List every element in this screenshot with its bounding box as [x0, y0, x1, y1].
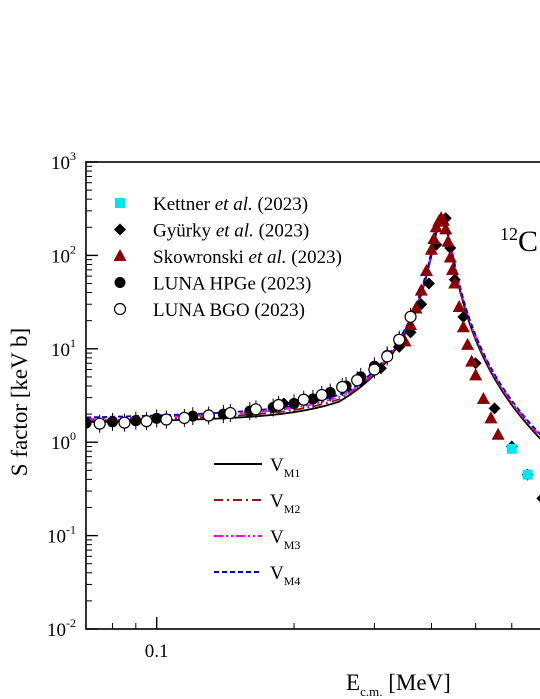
data-point-triangle [461, 337, 475, 350]
data-point-circle-open [118, 416, 131, 429]
data-point-triangle [424, 242, 438, 255]
data-point-diamond [422, 277, 435, 290]
data-point-diamond [488, 402, 501, 415]
reaction-label-prefix: 12 [500, 224, 518, 244]
data-point-circle-open [160, 413, 173, 426]
data-point-triangle [443, 250, 457, 263]
data-point-circle-filled [86, 417, 92, 429]
data-point-triangle [484, 411, 498, 424]
data-point-circle-filled [288, 397, 300, 409]
reaction-label-text: C [518, 225, 538, 258]
y-tick-label: 10-2 [47, 616, 76, 641]
data-point-circle-open [224, 406, 237, 420]
y-tick-label: 10-1 [47, 523, 76, 548]
data-point-circle-open [93, 417, 106, 430]
legend-model-label: VM1 [270, 455, 300, 480]
x-axis-label-main: E [346, 670, 360, 695]
legend-marker-diamond [114, 223, 126, 236]
plot-frame [85, 161, 540, 630]
data-point-triangle [469, 368, 483, 381]
data-point-circle-open [60, 419, 71, 430]
legend-entry: Skowronski et al. (2023) [153, 247, 342, 268]
data-point-circle-open [315, 388, 328, 402]
data-point-triangle [427, 231, 441, 244]
legend-model-label: VM2 [270, 491, 300, 516]
data-point-circle-open [336, 380, 349, 394]
data-point-triangle [414, 283, 428, 296]
data-point-circle-open [272, 398, 285, 412]
data-point-diamond [457, 310, 470, 323]
legend-marker-triangle [113, 249, 127, 261]
y-tick-label: 100 [51, 429, 76, 454]
axes: 10-2 10-1 100 101 102 103 0.1 [47, 149, 540, 662]
data-point-triangle [476, 392, 490, 405]
y-tick-label: 102 [51, 242, 76, 267]
data-point-diamond [536, 494, 540, 503]
data-point-circle-open [140, 415, 153, 428]
data-point-square [522, 469, 533, 480]
x-axis-label: Ec.m. [MeV] [346, 670, 451, 699]
data-point-circle-open [249, 403, 263, 416]
x-axis-label-unit: [MeV] [382, 670, 450, 695]
data-point-triangle [439, 222, 453, 235]
legend-marker-circle-open [113, 302, 127, 316]
data-point-triangle [465, 354, 479, 367]
data-point-triangle [456, 320, 470, 333]
legend-marker-circle-filled [114, 277, 126, 288]
data-point-circle-open [202, 409, 215, 422]
y-tick-label: 103 [51, 149, 76, 174]
legend-marker-square [115, 198, 125, 208]
y-tick-label: 101 [51, 336, 76, 361]
data-point-triangle [446, 262, 460, 275]
data-point-circle-open [393, 333, 406, 346]
data-point-triangle [452, 300, 466, 313]
data-point-triangle [448, 276, 462, 289]
data-point-circle-open [351, 374, 364, 387]
data-point-circle-open [404, 310, 417, 323]
legend-model-label: VM4 [270, 563, 300, 588]
legend-entry: Kettner et al. (2023) [153, 194, 308, 215]
data-point-circle-open [178, 411, 191, 425]
data-point-circle-filled [130, 415, 142, 427]
reaction-label: 12C [500, 224, 538, 258]
legend: Kettner et al. (2023) Gyürky et al. (2023… [113, 194, 342, 588]
x-tick-label: 0.1 [145, 641, 169, 662]
data-point-circle-filled [307, 393, 319, 405]
data-point-square [506, 443, 517, 454]
data-point-circle-open [381, 350, 394, 363]
legend-model-label: VM3 [270, 527, 300, 552]
data-point-triangle [491, 427, 505, 440]
x-axis-label-sub: c.m. [360, 684, 382, 699]
legend-entry: LUNA HPGe (2023) [153, 274, 311, 295]
legend-entry: Gyürky et al. (2023) [153, 221, 309, 242]
data-point-triangle [441, 234, 455, 247]
data-point-triangle [409, 301, 423, 314]
data-point-triangle [436, 213, 450, 226]
data-point-circle-filled [106, 416, 118, 428]
data-point-circle-filled [151, 412, 163, 424]
data-point-circle-open [297, 393, 310, 406]
data-point-circle-open [368, 363, 381, 376]
data-point-triangle [419, 264, 433, 277]
y-axis-label: S factor [keV b] [7, 328, 32, 476]
legend-entry: LUNA BGO (2023) [153, 300, 305, 321]
